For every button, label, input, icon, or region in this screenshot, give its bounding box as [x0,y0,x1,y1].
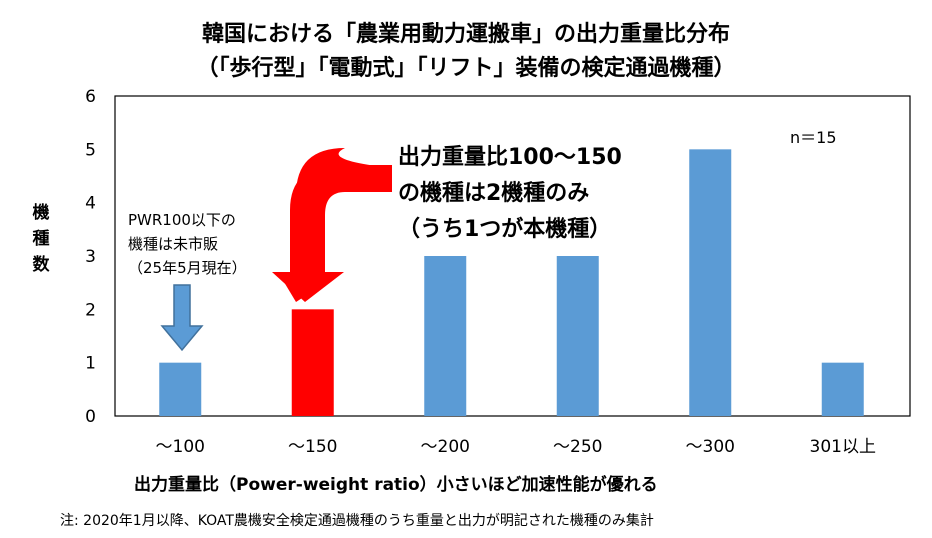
sample-size-label: n＝15 [790,128,837,147]
y-tick-label: 1 [85,354,96,374]
highlight-annotation: 出力重量比100～150 の機種は2機種のみ （うち1つが本機種） [398,140,622,248]
bar [821,362,864,416]
bar [556,256,599,416]
x-tick-label: ～250 [553,437,602,457]
x-axis-label: 出力重量比（Power-weight ratio）小さいほど加速性能が優れる [134,475,658,495]
x-tick-label: ～300 [686,437,735,457]
y-tick-label: 3 [85,247,96,267]
down-arrow-icon [160,284,204,352]
y-tick-label: 6 [85,87,96,107]
highlight-line: の機種は2機種のみ [398,181,590,206]
x-tick-label: 301以上 [810,437,876,457]
highlight-line: （うち1つが本機種） [398,217,612,242]
highlight-line: 出力重量比100～150 [398,145,622,170]
x-tick-label: ～100 [156,437,205,457]
footnote: 注: 2020年1月以降、KOAT農機安全検定通過機種のうち重量と出力が明記され… [60,513,654,529]
chart-title: 韓国における「農業用動力運搬車」の出力重量比分布 [201,22,730,47]
pwr-line: （25年5月現在） [128,259,247,277]
y-tick-label: 4 [85,194,96,214]
bar [291,309,334,416]
y-axis-label: 機種数 [32,203,50,275]
bar [159,362,202,416]
y-tick-label: 5 [85,140,96,160]
chart-subtitle: （「歩行型」「電動式」「リフト」装備の検定通過機種） [196,56,736,81]
plot-frame [114,95,911,417]
bent-arrow-icon [272,165,392,302]
pwr-annotation: PWR100以下の 機種は未市販 （25年5月現在） [128,208,247,280]
y-tick-label: 2 [85,300,96,320]
y-tick-label: 0 [85,407,96,427]
bar [689,149,732,417]
x-tick-label: ～200 [421,437,470,457]
bar [424,256,467,416]
pwr-line: PWR100以下の [128,211,236,229]
pwr-line: 機種は未市販 [128,235,219,253]
x-tick-label: ～150 [288,437,337,457]
